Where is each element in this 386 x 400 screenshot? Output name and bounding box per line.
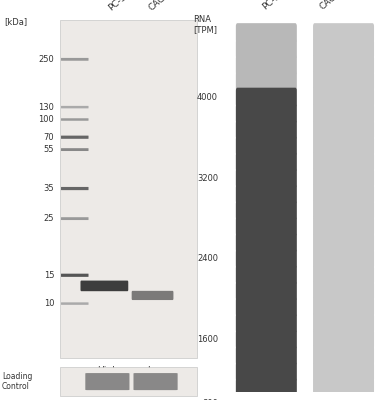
Text: 10: 10 xyxy=(44,299,54,308)
FancyBboxPatch shape xyxy=(313,39,374,59)
Text: 25: 25 xyxy=(44,214,54,223)
FancyBboxPatch shape xyxy=(61,118,88,121)
FancyBboxPatch shape xyxy=(236,394,297,400)
FancyBboxPatch shape xyxy=(313,184,374,204)
FancyBboxPatch shape xyxy=(60,367,197,396)
FancyBboxPatch shape xyxy=(313,152,374,172)
FancyBboxPatch shape xyxy=(236,104,297,123)
Text: CACO-2: CACO-2 xyxy=(147,0,179,12)
FancyBboxPatch shape xyxy=(313,104,374,123)
FancyBboxPatch shape xyxy=(313,281,374,301)
FancyBboxPatch shape xyxy=(313,200,374,220)
FancyBboxPatch shape xyxy=(134,373,178,390)
FancyBboxPatch shape xyxy=(313,88,374,107)
FancyBboxPatch shape xyxy=(236,314,297,333)
Text: Loading
Control: Loading Control xyxy=(2,372,32,391)
FancyBboxPatch shape xyxy=(313,249,374,268)
FancyBboxPatch shape xyxy=(313,168,374,188)
Text: 55: 55 xyxy=(44,145,54,154)
FancyBboxPatch shape xyxy=(236,362,297,382)
Text: 3200: 3200 xyxy=(197,174,218,183)
FancyBboxPatch shape xyxy=(313,297,374,317)
FancyBboxPatch shape xyxy=(236,297,297,317)
FancyBboxPatch shape xyxy=(313,136,374,156)
FancyBboxPatch shape xyxy=(132,291,173,300)
FancyBboxPatch shape xyxy=(313,233,374,252)
FancyBboxPatch shape xyxy=(61,274,88,277)
FancyBboxPatch shape xyxy=(61,106,88,108)
FancyBboxPatch shape xyxy=(61,58,88,61)
FancyBboxPatch shape xyxy=(236,330,297,349)
FancyBboxPatch shape xyxy=(236,72,297,91)
FancyBboxPatch shape xyxy=(236,346,297,365)
FancyBboxPatch shape xyxy=(61,302,88,305)
FancyBboxPatch shape xyxy=(313,362,374,382)
FancyBboxPatch shape xyxy=(313,314,374,333)
FancyBboxPatch shape xyxy=(313,56,374,75)
FancyBboxPatch shape xyxy=(313,120,374,140)
FancyBboxPatch shape xyxy=(236,88,297,107)
FancyBboxPatch shape xyxy=(236,378,297,398)
FancyBboxPatch shape xyxy=(236,265,297,285)
Text: 100: 100 xyxy=(39,115,54,124)
Text: RNA
[TPM]: RNA [TPM] xyxy=(193,15,217,34)
Text: 2400: 2400 xyxy=(197,254,218,263)
FancyBboxPatch shape xyxy=(60,20,197,358)
Text: 70: 70 xyxy=(44,133,54,142)
FancyBboxPatch shape xyxy=(313,394,374,400)
FancyBboxPatch shape xyxy=(61,187,88,190)
FancyBboxPatch shape xyxy=(61,136,88,139)
FancyBboxPatch shape xyxy=(236,56,297,75)
Text: PC-3: PC-3 xyxy=(261,0,282,12)
FancyBboxPatch shape xyxy=(236,120,297,140)
Text: [kDa]: [kDa] xyxy=(4,17,27,26)
FancyBboxPatch shape xyxy=(61,148,88,151)
FancyBboxPatch shape xyxy=(313,265,374,285)
Text: PC-3: PC-3 xyxy=(107,0,128,12)
FancyBboxPatch shape xyxy=(236,152,297,172)
FancyBboxPatch shape xyxy=(313,346,374,365)
FancyBboxPatch shape xyxy=(236,281,297,301)
FancyBboxPatch shape xyxy=(236,23,297,43)
FancyBboxPatch shape xyxy=(81,280,128,291)
FancyBboxPatch shape xyxy=(85,373,129,390)
FancyBboxPatch shape xyxy=(61,217,88,220)
FancyBboxPatch shape xyxy=(236,200,297,220)
FancyBboxPatch shape xyxy=(236,184,297,204)
Text: High: High xyxy=(97,366,118,374)
FancyBboxPatch shape xyxy=(313,23,374,43)
FancyBboxPatch shape xyxy=(236,217,297,236)
Text: 250: 250 xyxy=(39,55,54,64)
FancyBboxPatch shape xyxy=(313,378,374,398)
FancyBboxPatch shape xyxy=(236,168,297,188)
FancyBboxPatch shape xyxy=(236,249,297,268)
Text: 4000: 4000 xyxy=(197,93,218,102)
Text: 130: 130 xyxy=(38,103,54,112)
FancyBboxPatch shape xyxy=(236,233,297,252)
Text: 35: 35 xyxy=(44,184,54,193)
FancyBboxPatch shape xyxy=(236,136,297,156)
FancyBboxPatch shape xyxy=(236,39,297,59)
FancyBboxPatch shape xyxy=(313,330,374,349)
FancyBboxPatch shape xyxy=(313,72,374,91)
Text: 15: 15 xyxy=(44,271,54,280)
Text: Low: Low xyxy=(147,366,164,374)
Text: CACO-2: CACO-2 xyxy=(318,0,351,12)
Text: 1600: 1600 xyxy=(197,335,218,344)
FancyBboxPatch shape xyxy=(313,217,374,236)
